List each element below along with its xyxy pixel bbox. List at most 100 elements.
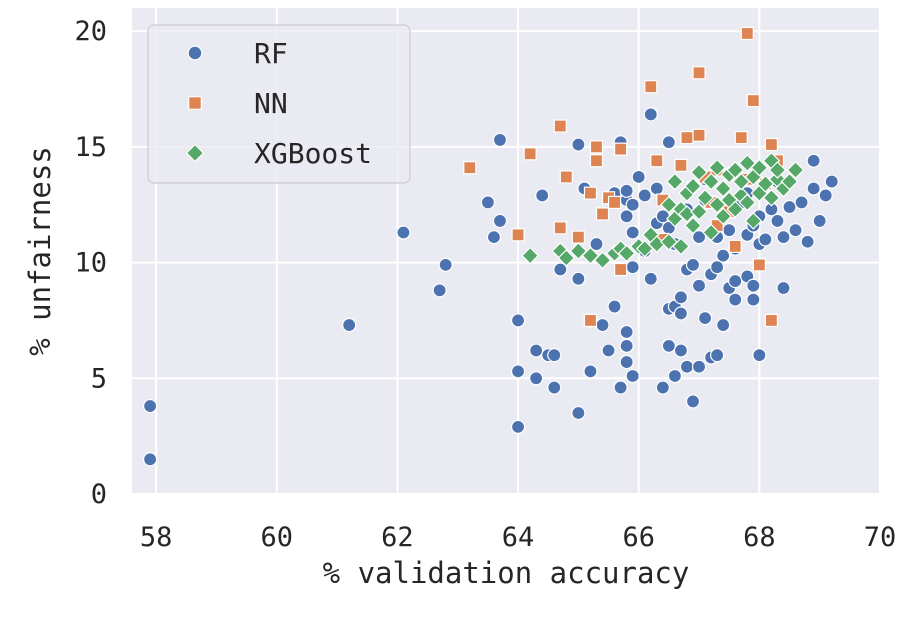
data-point-rf bbox=[492, 132, 508, 148]
data-point-rf bbox=[607, 299, 622, 314]
series-xgboost bbox=[521, 151, 805, 270]
data-point-nn bbox=[583, 313, 598, 328]
legend-items: RF NN XGBoost bbox=[185, 37, 372, 170]
data-point-nn bbox=[614, 142, 628, 156]
data-point-rf bbox=[758, 232, 773, 247]
data-point-rf bbox=[716, 317, 731, 333]
y-tick-label: 20 bbox=[74, 16, 107, 47]
data-point-rf bbox=[685, 257, 701, 272]
data-point-nn bbox=[553, 119, 567, 133]
data-point-rf bbox=[722, 223, 737, 238]
data-point-rf bbox=[655, 380, 670, 395]
data-point-rf bbox=[396, 225, 411, 240]
data-point-rf bbox=[438, 257, 453, 272]
x-tick-label: 60 bbox=[261, 522, 294, 553]
data-point-rf bbox=[619, 183, 634, 198]
data-point-rf bbox=[510, 313, 526, 328]
data-point-rf bbox=[824, 174, 839, 189]
x-tick-labels: 58 60 62 64 66 68 70 bbox=[140, 522, 896, 553]
data-point-xgboost bbox=[557, 249, 576, 267]
legend-label-rf: RF bbox=[254, 37, 288, 70]
x-tick-label: 70 bbox=[864, 522, 897, 553]
x-tick-label: 68 bbox=[743, 522, 776, 553]
data-point-rf bbox=[812, 213, 827, 229]
data-point-rf bbox=[697, 311, 713, 326]
data-point-nn bbox=[614, 262, 628, 277]
y-tick-label: 15 bbox=[74, 132, 107, 163]
data-point-rf bbox=[728, 292, 743, 307]
data-point-rf bbox=[806, 153, 821, 168]
data-point-rf bbox=[492, 213, 508, 229]
data-point-rf bbox=[800, 234, 815, 249]
data-point-rf bbox=[547, 380, 562, 395]
x-tick-label: 58 bbox=[140, 522, 173, 553]
x-tick-label: 66 bbox=[622, 522, 655, 553]
data-point-rf bbox=[818, 188, 833, 203]
data-point-nn bbox=[595, 207, 610, 221]
data-point-nn bbox=[728, 239, 742, 253]
data-point-xgboost bbox=[750, 158, 769, 177]
data-point-nn bbox=[559, 170, 573, 184]
data-point-rf bbox=[691, 278, 707, 293]
legend-marker-nn bbox=[188, 96, 202, 110]
data-point-rf bbox=[806, 181, 821, 196]
data-point-nn bbox=[692, 128, 706, 142]
data-point-rf bbox=[788, 223, 803, 238]
data-point-nn bbox=[463, 161, 477, 175]
data-point-xgboost bbox=[762, 188, 781, 207]
data-point-rf bbox=[625, 197, 640, 212]
y-tick-labels: 0 5 10 15 20 bbox=[74, 16, 107, 510]
legend-box bbox=[147, 24, 411, 184]
data-point-xgboost bbox=[708, 158, 726, 177]
x-tick-label: 62 bbox=[381, 522, 414, 553]
data-point-rf bbox=[794, 195, 809, 210]
data-point-xgboost bbox=[702, 223, 720, 242]
data-point-rf bbox=[625, 225, 640, 240]
data-point-rf bbox=[571, 405, 586, 421]
data-point-rf bbox=[510, 364, 526, 379]
data-point-rf bbox=[746, 278, 761, 293]
data-point-xgboost bbox=[738, 193, 757, 212]
data-point-nn bbox=[764, 313, 779, 328]
data-point-xgboost bbox=[726, 200, 745, 219]
data-point-rf bbox=[710, 260, 725, 275]
data-point-nn bbox=[752, 258, 766, 272]
data-point-rf bbox=[619, 209, 634, 224]
x-tick-label: 64 bbox=[502, 522, 535, 553]
data-point-rf bbox=[601, 343, 616, 358]
data-point-xgboost bbox=[696, 188, 714, 207]
data-point-nn bbox=[740, 26, 754, 41]
data-point-nn bbox=[650, 154, 664, 168]
legend: RF NN XGBoost bbox=[147, 24, 411, 184]
data-point-xgboost bbox=[714, 179, 733, 198]
data-point-rf bbox=[571, 271, 586, 286]
data-point-rf bbox=[529, 343, 544, 358]
data-point-rf bbox=[679, 359, 695, 374]
data-point-rf bbox=[661, 338, 676, 353]
legend-marker-xgboost bbox=[185, 143, 205, 163]
data-point-rf bbox=[691, 230, 707, 245]
data-point-xgboost bbox=[786, 161, 805, 179]
legend-label-xgboost: XGBoost bbox=[254, 137, 372, 170]
data-point-rf bbox=[571, 137, 586, 152]
data-point-rf bbox=[770, 213, 785, 229]
data-point-rf bbox=[673, 290, 689, 305]
data-point-rf bbox=[625, 368, 640, 384]
data-point-rf bbox=[637, 188, 652, 203]
data-point-nn bbox=[764, 137, 779, 152]
data-point-rf bbox=[142, 398, 158, 414]
data-point-rf bbox=[776, 280, 791, 296]
data-point-xgboost bbox=[684, 177, 702, 196]
y-axis-label: % unfairness bbox=[23, 146, 57, 356]
legend-label-nn: NN bbox=[254, 87, 288, 120]
data-point-xgboost bbox=[744, 212, 763, 230]
data-point-nn bbox=[734, 131, 748, 145]
data-point-nn bbox=[511, 228, 525, 242]
y-tick-label: 0 bbox=[91, 479, 107, 510]
data-point-nn bbox=[589, 154, 604, 168]
data-point-nn bbox=[583, 186, 598, 200]
data-point-rf bbox=[480, 195, 496, 210]
data-point-rf bbox=[595, 317, 610, 333]
data-point-rf bbox=[625, 260, 640, 275]
data-point-rf bbox=[589, 236, 604, 252]
